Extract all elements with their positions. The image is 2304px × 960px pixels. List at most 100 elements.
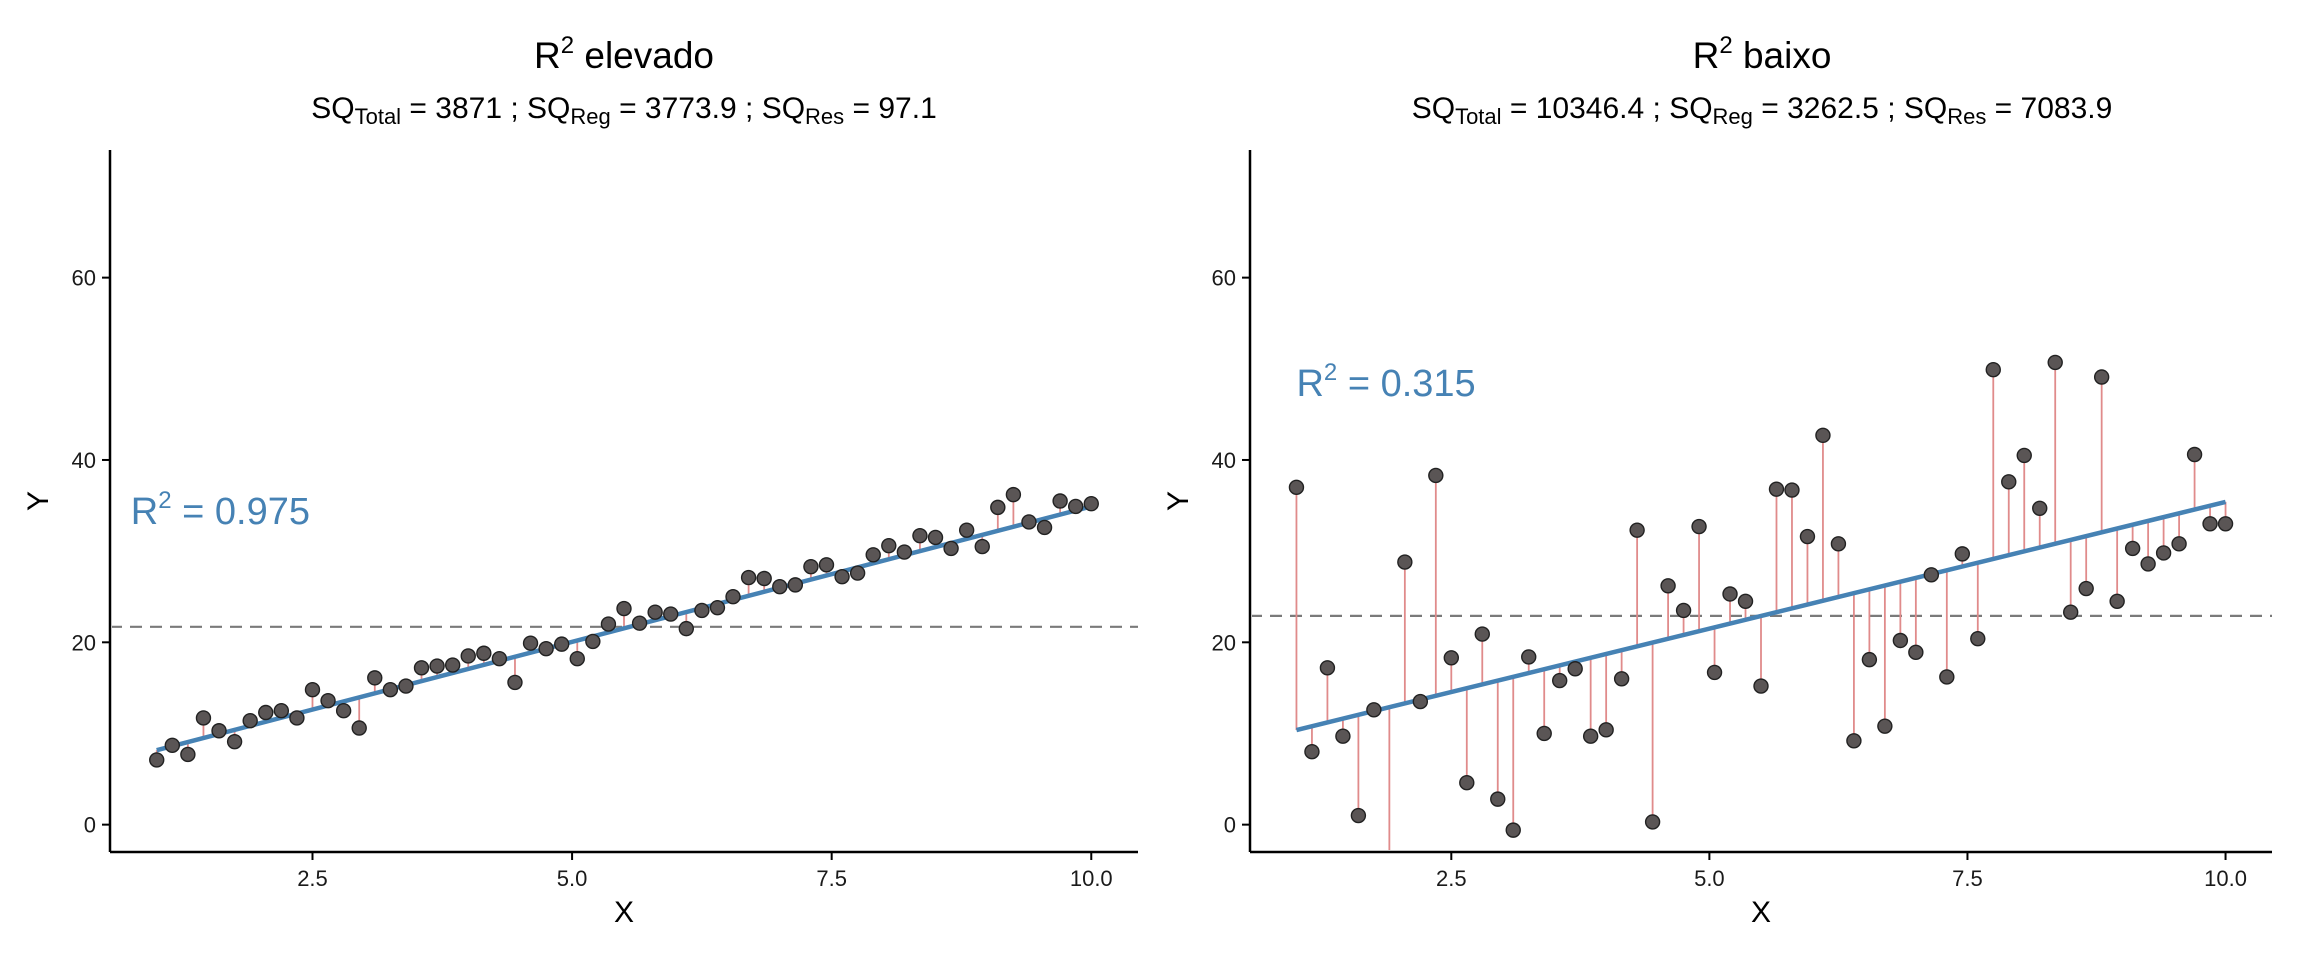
data-point — [304, 682, 321, 698]
data-point — [834, 568, 850, 585]
data-point — [1691, 518, 1707, 535]
data-point — [631, 615, 648, 631]
data-point — [1706, 664, 1723, 681]
data-point — [367, 670, 383, 686]
data-point — [927, 529, 944, 546]
data-point — [2047, 354, 2063, 371]
data-point — [1923, 567, 1940, 583]
data-point — [1815, 427, 1831, 444]
data-point — [2202, 516, 2218, 532]
data-point — [1036, 519, 1053, 536]
plot-area — [1252, 354, 2272, 850]
y-tick-label: 60 — [1212, 266, 1236, 291]
y-tick-label: 20 — [72, 630, 96, 655]
x-tick-label: 10.0 — [2204, 866, 2247, 891]
data-point — [1877, 718, 1893, 734]
data-point — [1908, 644, 1924, 661]
data-point — [1397, 554, 1413, 570]
data-point — [1892, 632, 1909, 649]
data-point — [756, 570, 772, 587]
data-point — [382, 682, 399, 698]
data-point — [164, 737, 181, 754]
y-axis-title: Y — [22, 491, 55, 511]
panel-left: R2 elevado SQTotal = 3871 ; SQReg = 3773.… — [22, 32, 1138, 929]
y-tick-label: 60 — [72, 266, 96, 291]
data-point — [1567, 661, 1583, 677]
data-point — [2001, 474, 2017, 490]
data-point — [1021, 514, 1037, 530]
data-point — [351, 720, 367, 736]
x-tick-label: 2.5 — [1436, 866, 1467, 891]
data-point — [1428, 467, 1444, 484]
data-point — [195, 710, 212, 726]
data-point — [896, 544, 913, 560]
data-point — [1598, 722, 1614, 738]
data-point — [1412, 693, 1429, 710]
data-point — [1861, 651, 1878, 668]
y-tick-label: 40 — [72, 448, 96, 473]
data-point — [1005, 486, 1022, 503]
r-squared-annotation: R2 = 0.975 — [131, 487, 310, 533]
data-point — [865, 547, 881, 563]
data-point — [1629, 522, 1645, 538]
data-point — [1083, 496, 1099, 512]
data-point — [974, 538, 990, 555]
data-point — [1830, 536, 1847, 552]
data-point — [1768, 481, 1785, 497]
data-point — [413, 660, 430, 676]
data-point — [273, 702, 290, 719]
data-point — [1799, 528, 1816, 545]
data-point — [1067, 498, 1084, 515]
data-point — [538, 640, 554, 657]
panel-right: R2 baixo SQTotal = 10346.4 ; SQReg = 3262… — [1162, 32, 2272, 929]
data-point — [1052, 493, 1068, 509]
data-point — [725, 589, 741, 605]
data-point — [1660, 578, 1676, 594]
data-point — [585, 633, 601, 650]
regression-line — [156, 504, 1092, 753]
data-point — [1474, 626, 1490, 642]
data-point — [1954, 546, 1971, 562]
r-squared-annotation: R2 = 0.315 — [1296, 359, 1475, 405]
data-point — [849, 565, 866, 581]
x-tick-label: 7.5 — [816, 866, 847, 891]
data-point — [1722, 586, 1738, 602]
data-point — [1551, 672, 1568, 689]
regression-line — [1295, 499, 2227, 733]
data-point — [740, 569, 757, 586]
data-point — [803, 558, 819, 575]
data-point — [1459, 775, 1475, 791]
data-point — [149, 752, 165, 768]
data-point — [2078, 580, 2094, 597]
data-point — [1443, 650, 1460, 666]
data-point — [2186, 446, 2203, 463]
data-point — [2140, 556, 2156, 572]
data-point — [2109, 593, 2125, 609]
data-point — [522, 635, 539, 651]
data-point — [787, 577, 804, 593]
data-point — [881, 537, 897, 554]
x-tick-label: 5.0 — [557, 866, 588, 891]
y-axis-title: Y — [1162, 491, 1195, 511]
data-point — [1335, 728, 1351, 744]
data-point — [429, 658, 445, 674]
data-point — [2124, 540, 2141, 557]
data-point — [242, 713, 258, 729]
chart-subtitle: SQTotal = 10346.4 ; SQReg = 3262.5 ; SQR… — [1412, 92, 2113, 129]
data-point — [1536, 725, 1552, 742]
data-point — [444, 657, 461, 673]
data-point — [476, 645, 492, 661]
data-point — [569, 651, 585, 667]
data-point — [990, 499, 1006, 516]
data-point — [772, 578, 788, 595]
data-point — [1939, 669, 1955, 685]
data-point — [553, 636, 570, 652]
data-point — [1784, 482, 1800, 498]
x-tick-label: 10.0 — [1070, 866, 1113, 891]
data-point — [491, 651, 508, 667]
data-point — [1582, 728, 1599, 744]
data-point — [2217, 516, 2234, 532]
data-point — [912, 527, 928, 544]
data-point — [1288, 479, 1305, 496]
